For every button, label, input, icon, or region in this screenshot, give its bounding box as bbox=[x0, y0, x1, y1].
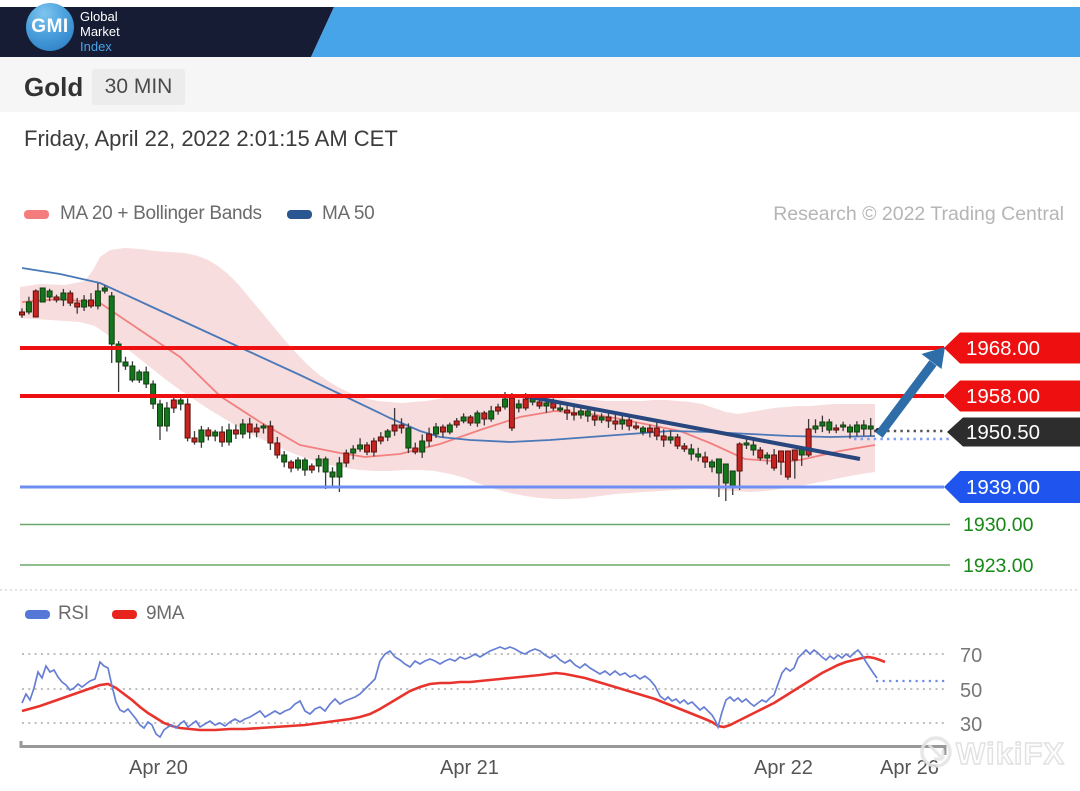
svg-text:70: 70 bbox=[960, 645, 982, 667]
svg-text:1968.00: 1968.00 bbox=[966, 337, 1040, 360]
svg-text:1930.00: 1930.00 bbox=[963, 514, 1034, 536]
svg-text:30: 30 bbox=[960, 714, 982, 736]
svg-text:Apr 21: Apr 21 bbox=[440, 757, 499, 779]
svg-text:50: 50 bbox=[960, 680, 982, 702]
svg-text:WikiFX: WikiFX bbox=[956, 736, 1065, 771]
svg-text:Apr 20: Apr 20 bbox=[129, 757, 188, 779]
svg-text:1950.50: 1950.50 bbox=[966, 421, 1040, 444]
svg-text:1923.00: 1923.00 bbox=[963, 555, 1034, 577]
svg-text:1939.00: 1939.00 bbox=[966, 476, 1040, 499]
svg-text:Apr 26: Apr 26 bbox=[880, 757, 939, 779]
svg-text:1958.00: 1958.00 bbox=[966, 385, 1040, 408]
svg-text:Apr 22: Apr 22 bbox=[754, 757, 813, 779]
